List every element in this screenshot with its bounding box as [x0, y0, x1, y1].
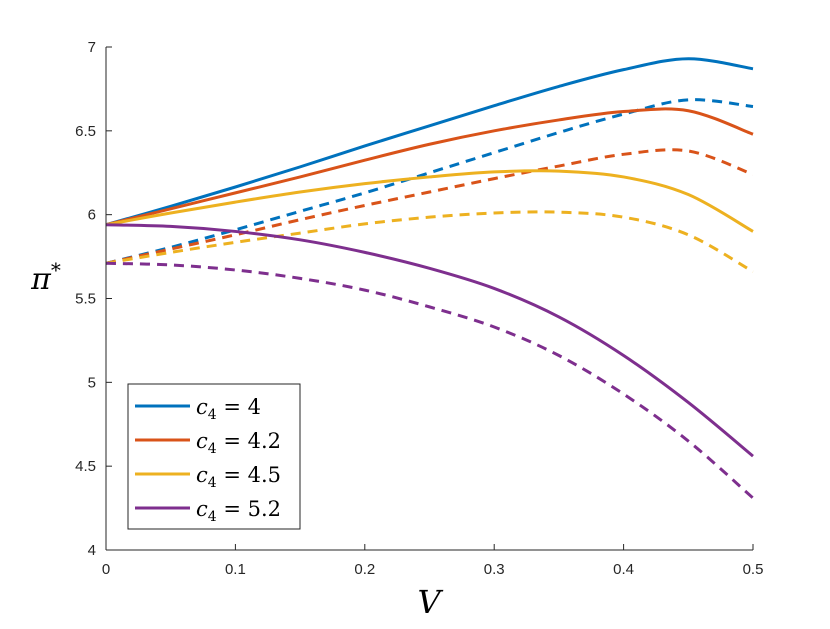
legend-sub: 4 [208, 407, 217, 423]
y-tick-label: 7 [88, 39, 96, 56]
legend-sub: 4 [208, 509, 217, 525]
legend-var: c [196, 395, 208, 419]
y-tick-label: 5 [88, 374, 96, 391]
series-line-dashed-c4-4-5 [105, 210, 754, 273]
y-tick-label: 6 [88, 207, 96, 224]
x-tick-label: 0 [102, 561, 110, 578]
x-tick-label: 0.5 [743, 561, 764, 578]
series-line-solid-c4-4-5 [105, 169, 754, 233]
y-axis-title-superscript: * [51, 258, 61, 282]
series-line-dashed-c4-5-2 [105, 261, 754, 500]
legend-entry: c4 = 4 [196, 395, 261, 423]
legend-entry: c4 = 4.2 [196, 429, 281, 457]
series-line-solid-c4-4 [105, 57, 754, 227]
y-tick-label: 4 [88, 542, 96, 559]
legend-value: = 5.2 [217, 497, 281, 521]
legend-sub: 4 [208, 475, 217, 491]
y-axis-title-base: π [30, 262, 52, 297]
series-line-solid-c4-4-2 [105, 107, 754, 227]
series-line-solid-c4-5-2 [105, 223, 754, 458]
y-axis-title: π* [30, 258, 61, 297]
y-tick-label: 5.5 [75, 291, 96, 308]
legend-entry: c4 = 5.2 [196, 497, 281, 525]
legend-value: = 4.2 [217, 429, 281, 453]
series-line-dashed-c4-4 [105, 98, 754, 265]
legend-var: c [196, 497, 208, 521]
x-axis-title: V [417, 583, 443, 621]
legend-box [127, 383, 301, 530]
legend-var: c [196, 429, 208, 453]
x-tick-label: 0.3 [484, 561, 505, 578]
legend-sub: 4 [208, 441, 217, 457]
series-line-dashed-c4-4-2 [105, 148, 754, 265]
legend: c4 = 4c4 = 4.2c4 = 4.5c4 = 5.2 [127, 383, 301, 530]
x-axis-ticks: 0 0.1 0.2 0.3 0.4 0.5 [102, 544, 764, 578]
x-tick-label: 0.1 [225, 561, 246, 578]
x-tick-label: 0.4 [613, 561, 634, 578]
x-tick-label: 0.2 [354, 561, 375, 578]
plot-area [105, 57, 754, 500]
legend-value: = 4 [217, 395, 261, 419]
legend-entry: c4 = 4.5 [196, 463, 281, 491]
legend-value: = 4.5 [217, 463, 281, 487]
y-tick-label: 6.5 [75, 123, 96, 140]
legend-var: c [196, 463, 208, 487]
y-tick-label: 4.5 [75, 458, 96, 475]
